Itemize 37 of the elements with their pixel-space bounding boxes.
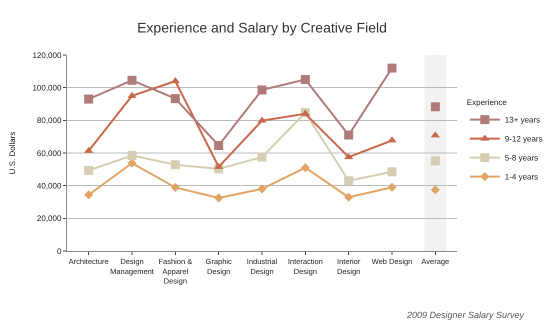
legend-label: 9-12 years (504, 134, 543, 144)
y-tick-label: 60,000 (36, 148, 62, 158)
point (388, 64, 396, 73)
point (344, 130, 354, 140)
text: 2009 Designer Salary Survey (406, 310, 525, 320)
point (170, 182, 180, 192)
point (127, 158, 137, 168)
chart-title: Experience and Salary by Creative Field (137, 20, 387, 36)
point (128, 150, 136, 160)
point (388, 167, 396, 176)
point (214, 193, 224, 202)
legend-title: Experience (466, 98, 508, 108)
y-tick-label: 0 (56, 246, 62, 256)
y-tick-label: 40,000 (36, 181, 62, 190)
point (128, 76, 136, 85)
point (214, 140, 224, 150)
point (258, 85, 266, 94)
point (257, 184, 267, 194)
point (344, 192, 354, 202)
point (170, 94, 180, 104)
point (84, 166, 94, 175)
legend-label: 1-4 years (504, 172, 538, 182)
point (84, 190, 94, 200)
y-axis-title: U.S. Dollars (8, 132, 18, 174)
point (300, 75, 310, 84)
y-tick-label: 100,000 (32, 83, 62, 92)
y-tick-label: 20,000 (36, 214, 62, 224)
point (84, 94, 94, 104)
y-tick-label: 120,000 (32, 50, 62, 60)
point (300, 163, 310, 172)
point (387, 182, 397, 192)
point (258, 152, 266, 162)
point (170, 160, 180, 170)
y-tick-label: 80,000 (36, 116, 62, 126)
legend-label: 13+ years (504, 116, 540, 125)
legend-label: 5-8 years (504, 154, 538, 163)
point (344, 176, 354, 186)
